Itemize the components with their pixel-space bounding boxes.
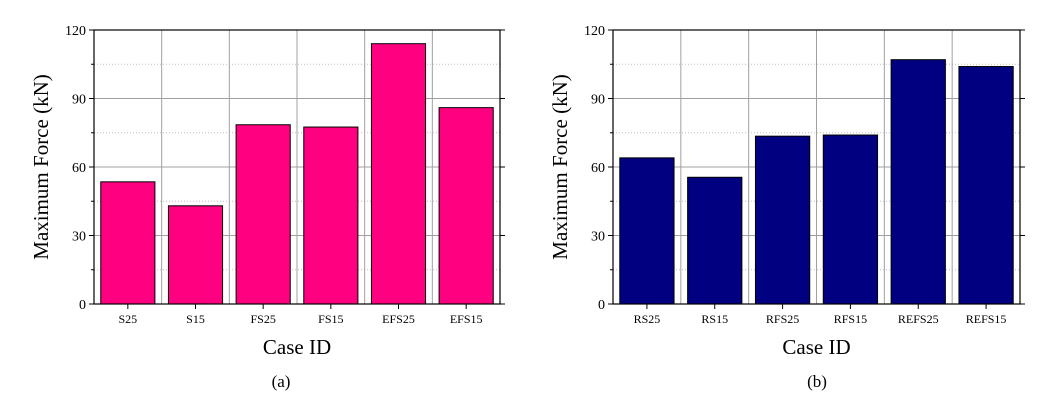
bar-rs25	[619, 157, 675, 305]
bar-rfs25	[754, 135, 811, 305]
x-tick-label: S15	[186, 312, 205, 326]
x-axis-title: Case ID	[782, 335, 850, 359]
y-tick-label: 60	[72, 161, 86, 176]
y-tick-label: 120	[65, 24, 86, 39]
bar-efs25	[370, 43, 427, 305]
y-axis-title: Maximum Force (kN)	[29, 74, 53, 259]
y-tick-label: 0	[79, 298, 86, 313]
panel-label: (b)	[807, 372, 827, 391]
bar-fs25	[235, 124, 291, 305]
x-tick-label: RS25	[634, 312, 661, 326]
x-tick-label: FS15	[318, 312, 343, 326]
bar-refs25	[890, 59, 946, 305]
bar-s25	[100, 181, 156, 305]
y-tick-label: 90	[72, 93, 86, 108]
bar-s15	[167, 205, 224, 305]
chart-panel-a: 0 30 60 90 120 S25 S15 FS25 FS15 EFS25 EFS15 Case I…	[29, 24, 505, 391]
panel-label: (a)	[272, 372, 291, 391]
x-tick-label: REFS15	[966, 312, 1007, 326]
bar-rs15	[687, 176, 743, 305]
x-tick-label: RS15	[701, 312, 728, 326]
y-tick-label: 90	[591, 93, 605, 108]
bar-rfs15	[822, 134, 879, 305]
y-tick-label: 120	[584, 24, 605, 39]
bar-fs15	[303, 126, 359, 305]
x-tick-label: REFS25	[898, 312, 939, 326]
y-axis-title: Maximum Force (kN)	[548, 74, 572, 259]
bar-refs15	[958, 66, 1014, 305]
chart-panel-b: 0 30 60 90 120 RS25 RS15 RFS25 RFS15 REFS25 REFS15…	[548, 24, 1025, 391]
x-tick-label: FS25	[250, 312, 275, 326]
bar-efs15	[438, 107, 494, 305]
x-tick-label: S25	[118, 312, 137, 326]
y-tick-label: 30	[72, 230, 86, 245]
x-tick-label: EFS15	[450, 312, 483, 326]
x-tick-label: RFS15	[834, 312, 867, 326]
x-tick-label: EFS25	[382, 312, 415, 326]
y-tick-label: 0	[598, 298, 605, 313]
x-axis-title: Case ID	[263, 335, 331, 359]
x-tick-label: RFS25	[766, 312, 799, 326]
y-tick-label: 30	[591, 230, 605, 245]
y-tick-label: 60	[591, 161, 605, 176]
